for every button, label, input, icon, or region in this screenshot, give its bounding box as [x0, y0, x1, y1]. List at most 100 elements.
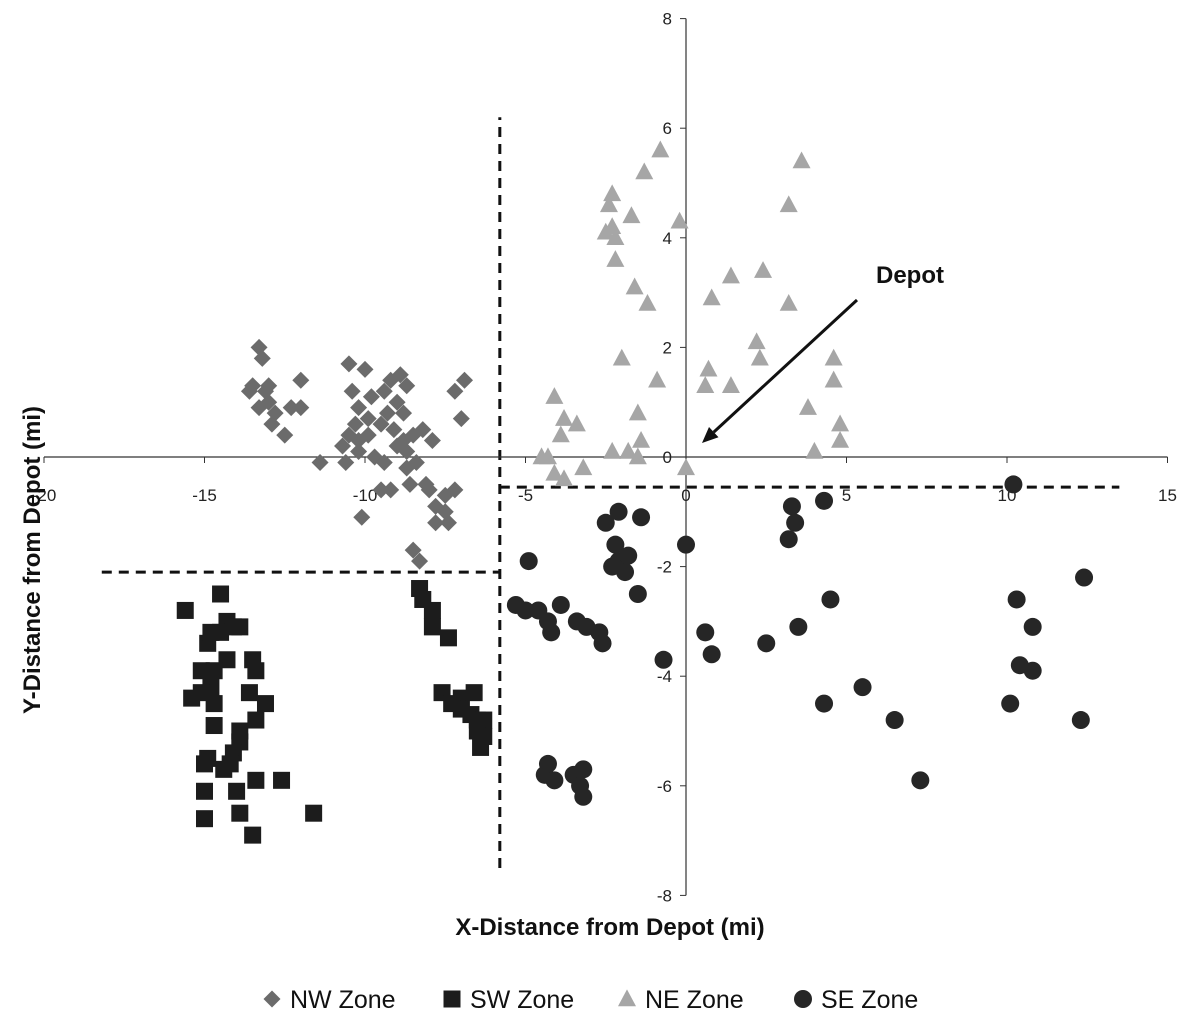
legend-item: NE Zone: [618, 986, 744, 1014]
circle-point: [654, 650, 673, 669]
circle-point: [885, 711, 904, 730]
circle-point: [574, 787, 593, 806]
diamond-point: [398, 443, 416, 461]
y-tick-label: -6: [657, 777, 672, 796]
x-tick-label: -20: [32, 486, 57, 505]
triangle-point: [721, 266, 740, 284]
diamond-point: [356, 360, 374, 378]
x-tick-label: -5: [518, 486, 533, 505]
circle-point: [616, 563, 635, 582]
triangle-point: [798, 398, 817, 415]
data-points: [176, 140, 1094, 844]
legend-label: SW Zone: [470, 986, 574, 1014]
circle-point: [551, 595, 570, 614]
triangle-point: [603, 441, 622, 459]
triangle-point: [677, 458, 695, 476]
diamond-point: [414, 421, 432, 439]
diamond-point: [391, 366, 409, 384]
diamond-point: [395, 404, 413, 422]
series-sw-zone: [176, 580, 493, 844]
legend-label: NW Zone: [290, 986, 396, 1014]
diamond-point: [439, 514, 457, 532]
triangle-point: [632, 430, 651, 448]
y-tick-label: -8: [657, 886, 672, 905]
diamond-point: [337, 453, 355, 471]
triangle-point: [754, 261, 773, 278]
triangle-point: [603, 184, 622, 202]
circle-point: [632, 508, 651, 527]
triangle-point: [670, 211, 689, 229]
circle-point: [1007, 590, 1026, 609]
square-point: [192, 662, 210, 680]
square-point: [439, 629, 457, 647]
circle-point: [574, 760, 593, 779]
triangle-point: [545, 463, 564, 481]
diamond-point: [427, 514, 445, 532]
circle-point: [815, 491, 834, 510]
square-point: [196, 755, 213, 773]
y-tick-label: 2: [663, 338, 672, 357]
square-point: [247, 662, 265, 680]
triangle-point: [551, 425, 570, 443]
series-se-zone: [506, 475, 1094, 806]
triangle-point: [638, 293, 657, 311]
triangle-point: [750, 348, 769, 366]
square-point: [205, 662, 223, 680]
diamond-point: [240, 382, 258, 400]
square-point: [202, 623, 220, 641]
triangle-point: [747, 332, 766, 350]
x-tick-label: -10: [353, 486, 378, 505]
diamond-point: [253, 349, 271, 367]
series-nw-zone: [240, 338, 474, 570]
diamond-point: [446, 481, 464, 499]
triangle-point: [648, 370, 667, 388]
diamond-point: [401, 475, 419, 493]
diamond-point: [372, 415, 390, 433]
x-axis-title: X-Distance from Depot (mi): [455, 914, 764, 941]
diamond-point: [292, 399, 310, 417]
circle-point: [815, 694, 834, 713]
triangle-point: [599, 195, 618, 213]
diamond-point: [382, 481, 400, 499]
square-point: [273, 771, 291, 789]
triangle-point: [619, 441, 638, 459]
triangle-point: [545, 387, 564, 404]
circle-point: [542, 623, 561, 642]
x-tick-label: 15: [1158, 486, 1177, 505]
triangle-point: [831, 430, 850, 448]
square-point: [196, 810, 213, 828]
triangle-point: [635, 162, 654, 180]
triangle-point: [696, 376, 715, 393]
diamond-point: [359, 426, 377, 444]
diamond-point: [375, 453, 393, 471]
triangle-point: [532, 447, 551, 465]
x-tick-label: 0: [681, 486, 690, 505]
triangle-point: [699, 359, 718, 377]
triangle-point: [792, 151, 811, 169]
diamond-point: [398, 459, 416, 477]
square-point: [176, 601, 194, 619]
triangle-point: [702, 288, 721, 306]
legend-item: NW Zone: [263, 986, 396, 1014]
circle-point: [853, 678, 872, 697]
triangle-point: [779, 195, 798, 213]
depot-annotation: Depot: [702, 262, 944, 443]
diamond-point: [375, 382, 393, 400]
circle-point: [516, 601, 535, 620]
square-point: [244, 826, 262, 844]
diamond-point: [456, 371, 474, 389]
diamond-point: [260, 377, 278, 395]
y-tick-label: 4: [663, 229, 672, 248]
diamond-point: [420, 481, 438, 499]
legend-circle-icon: [794, 990, 812, 1008]
diamond-point: [350, 443, 368, 461]
y-tick-label: -4: [657, 667, 672, 686]
diamond-point: [353, 508, 371, 526]
circle-point: [519, 552, 538, 571]
depot-arrow: [712, 298, 859, 434]
square-point: [221, 755, 239, 773]
legend: NW Zone SW Zone NE Zone SE Zone: [263, 986, 918, 1014]
square-point: [240, 684, 258, 702]
square-point: [256, 695, 274, 713]
